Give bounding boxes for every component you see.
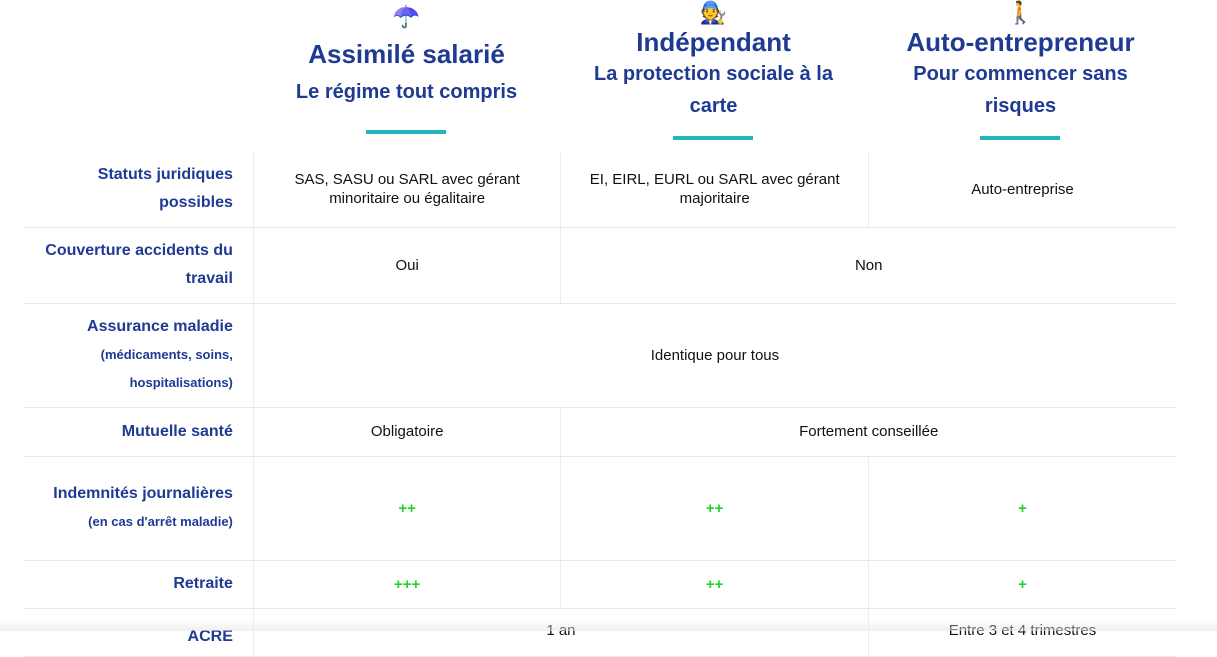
table-row-retraite: Retraite +++ ++ +	[24, 560, 1176, 608]
cell-retraite-independant: ++	[561, 560, 869, 608]
cell-statuts-auto: Auto-entreprise	[868, 152, 1176, 227]
cell-acre-salarie-independant: 1 an	[253, 608, 868, 656]
cell-indemnites-auto: +	[868, 456, 1176, 560]
cell-indemnites-independant: ++	[561, 456, 869, 560]
column-tagline: Pour commencer sans risques	[881, 58, 1161, 122]
cell-mutuelle-assimile: Obligatoire	[253, 407, 561, 456]
table-row-statuts: Statuts juridiques possibles SAS, SASU o…	[24, 152, 1176, 227]
row-label: ACRE	[24, 608, 253, 656]
column-tagline: Le régime tout compris	[253, 76, 560, 108]
bottom-fade	[0, 619, 1217, 631]
cell-accidents-others: Non	[561, 227, 1176, 303]
row-label-main: Assurance maladie	[87, 318, 233, 335]
row-label: Statuts juridiques possibles	[24, 152, 253, 227]
column-title: Auto-entrepreneur	[867, 26, 1174, 58]
cell-retraite-auto: +	[868, 560, 1176, 608]
cell-indemnites-assimile: ++	[253, 456, 561, 560]
row-label: Indemnités journalières (en cas d'arrêt …	[24, 456, 253, 560]
table-row-maladie: Assurance maladie (médicaments, soins, h…	[24, 303, 1176, 407]
column-title: Assimilé salarié	[253, 38, 560, 70]
walking-person-icon: 🚶	[867, 0, 1174, 26]
column-header-auto-entrepreneur: 🚶 Auto-entrepreneur Pour commencer sans …	[867, 0, 1174, 122]
column-tagline: La protection sociale à la carte	[584, 58, 844, 122]
column-header-independant: 🧑‍🔧 Indépendant La protection sociale à …	[560, 0, 867, 122]
cell-maladie-all: Identique pour tous	[253, 303, 1176, 407]
cell-statuts-independant: EI, EIRL, EURL ou SARL avec gérant major…	[561, 152, 869, 227]
table-row-acre: ACRE 1 an Entre 3 et 4 trimestres	[24, 608, 1176, 656]
cell-statuts-assimile: SAS, SASU ou SARL avec gérant minoritair…	[253, 152, 561, 227]
row-label-sub: (médicaments, soins, hospitalisations)	[24, 341, 233, 397]
table-row-accidents: Couverture accidents du travail Oui Non	[24, 227, 1176, 303]
column-title: Indépendant	[560, 26, 867, 58]
row-label-main: Indemnités journalières	[53, 485, 233, 502]
table-row-indemnites: Indemnités journalières (en cas d'arrêt …	[24, 456, 1176, 560]
row-label: Assurance maladie (médicaments, soins, h…	[24, 303, 253, 407]
column-underline	[980, 136, 1060, 140]
comparison-table: Statuts juridiques possibles SAS, SASU o…	[24, 152, 1176, 657]
column-header-assimile-salarie: ☂️ Assimilé salarié Le régime tout compr…	[253, 0, 560, 108]
cell-mutuelle-others: Fortement conseillée	[561, 407, 1176, 456]
cell-retraite-assimile: +++	[253, 560, 561, 608]
column-underline	[366, 130, 446, 134]
row-label-sub: (en cas d'arrêt maladie)	[24, 508, 233, 536]
table-row-mutuelle: Mutuelle santé Obligatoire Fortement con…	[24, 407, 1176, 456]
row-label: Couverture accidents du travail	[24, 227, 253, 303]
cell-acre-auto: Entre 3 et 4 trimestres	[868, 608, 1176, 656]
row-label: Retraite	[24, 560, 253, 608]
row-label: Mutuelle santé	[24, 407, 253, 456]
column-underline	[673, 136, 753, 140]
umbrella-icon: ☂️	[253, 4, 560, 30]
mechanic-icon: 🧑‍🔧	[560, 0, 867, 26]
cell-accidents-assimile: Oui	[253, 227, 561, 303]
